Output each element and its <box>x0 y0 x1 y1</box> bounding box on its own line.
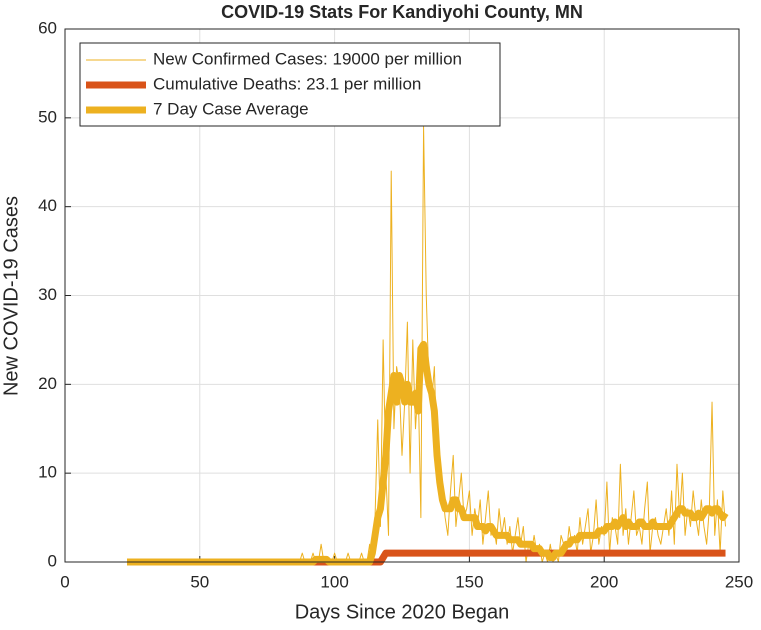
legend-label: 7 Day Case Average <box>153 99 309 118</box>
y-tick-label: 60 <box>38 18 57 37</box>
x-tick-label: 250 <box>725 572 753 591</box>
legend-box <box>79 42 501 127</box>
legend-label: New Confirmed Cases: 19000 per million <box>153 49 462 68</box>
y-tick-label: 10 <box>38 463 57 482</box>
y-tick-label: 40 <box>38 196 57 215</box>
y-tick-label: 20 <box>38 374 57 393</box>
y-tick-label: 30 <box>38 285 57 304</box>
x-axis-label: Days Since 2020 Began <box>295 601 510 623</box>
x-tick-label: 50 <box>190 572 209 591</box>
chart-title: COVID-19 Stats For Kandiyohi County, MN <box>221 2 583 22</box>
legend: New Confirmed Cases: 19000 per million Cu… <box>79 42 501 127</box>
axes-box <box>64 28 740 563</box>
y-tick-label: 50 <box>38 107 57 126</box>
x-tick-label: 100 <box>320 572 348 591</box>
legend-label: Cumulative Deaths: 23.1 per million <box>153 74 421 93</box>
y-axis-label: New COVID-19 Cases <box>0 196 22 396</box>
y-tick-label: 0 <box>48 551 57 570</box>
x-tick-label: 200 <box>590 572 618 591</box>
x-tick-label: 0 <box>60 572 69 591</box>
x-tick-label: 150 <box>455 572 483 591</box>
